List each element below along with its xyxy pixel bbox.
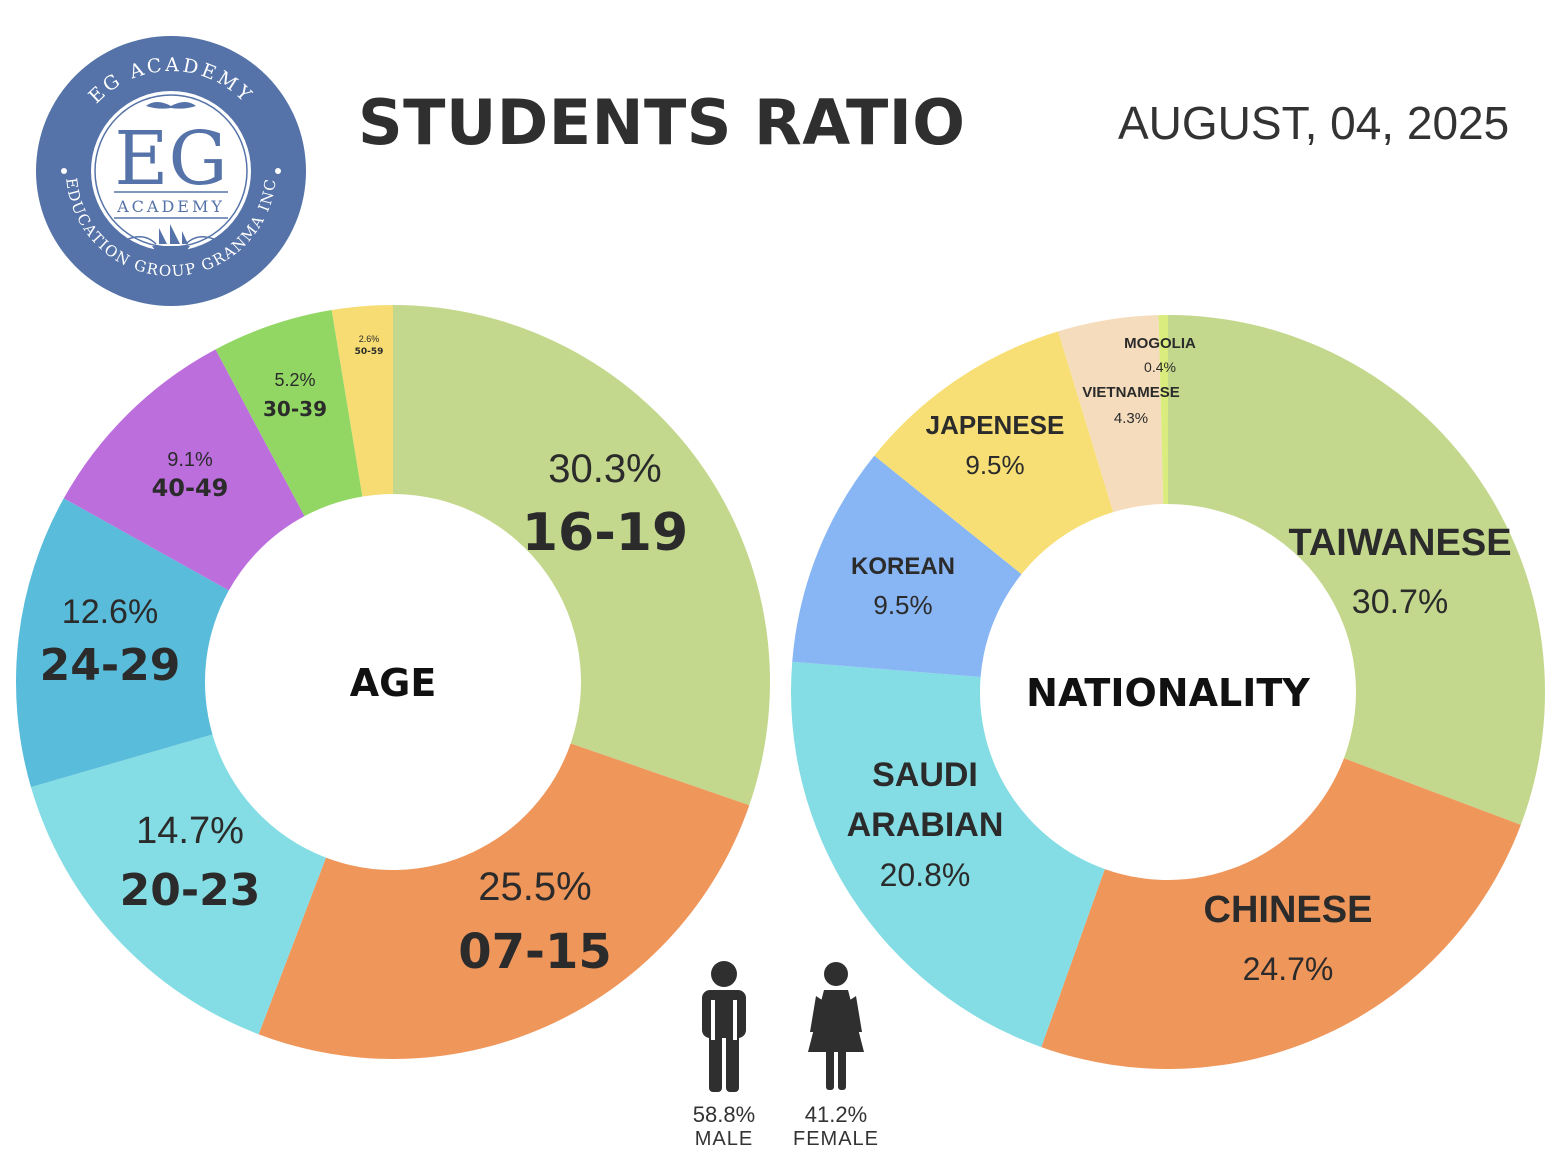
slice-name-30-39: 30-39 (263, 397, 327, 421)
female-percentage: 41.2% (804, 1102, 868, 1127)
slice-saudi-arabian (790, 661, 1105, 1048)
slice-value-taiwanese: 30.7% (1352, 583, 1448, 621)
slice-name-chinese: CHINESE (1204, 889, 1373, 931)
slice-value-40-49: 9.1% (167, 449, 213, 471)
slice-24-29 (15, 498, 229, 788)
academy-logo: EG ACADEMY EDUCATION GROUP GRANMA INC EG… (36, 36, 306, 306)
slice-name-saudi-arabian: ARABIAN (847, 806, 1004, 844)
slice-value-24-29: 12.6% (62, 593, 158, 631)
slice-name-40-49: 40-49 (152, 474, 229, 502)
center-label: NATIONALITY (1026, 671, 1310, 715)
slice-20-23 (30, 734, 326, 1035)
male-percentage: 58.8% (692, 1102, 756, 1127)
slice-name-saudi-arabian: SAUDI (872, 756, 978, 794)
slice-value-07-15: 25.5% (478, 865, 591, 909)
slice-name-japenese: JAPENESE (926, 410, 1065, 440)
logo-subtitle: ACADEMY (116, 197, 225, 216)
age-donut-chart: 30.3% 16-19 25.5% 07-15 14.7% 20-23 12.6% 24-29… (15, 305, 770, 1059)
page-title: STUDENTS RATIO (358, 86, 966, 159)
logo-ornament-icon (146, 102, 196, 109)
report-date: AUGUST, 04, 2025 (1118, 97, 1510, 149)
female-person-icon (808, 962, 864, 1090)
slice-value-saudi-arabian: 20.8% (880, 857, 971, 893)
slice-name-vietnamese: VIETNAMESE (1082, 384, 1180, 401)
slice-value-mogolia: 0.4% (1144, 359, 1176, 375)
slice-30-39 (215, 310, 363, 517)
slice-name-16-19: 16-19 (522, 503, 688, 563)
slice-value-16-19: 30.3% (548, 447, 661, 491)
slice-name-taiwanese: TAIWANESE (1288, 522, 1511, 564)
slice-value-50-59: 2.6% (359, 334, 380, 344)
slice-name-20-23: 20-23 (120, 865, 261, 916)
slice-value-korean: 9.5% (873, 590, 932, 620)
slice-taiwanese (1168, 315, 1545, 825)
slice-50-59 (331, 305, 393, 497)
slice-japenese (874, 331, 1114, 575)
slice-40-49 (63, 349, 305, 591)
logo-monogram: EG (114, 116, 227, 202)
slice-vietnamese (1058, 315, 1164, 513)
female-label: FEMALE (792, 1128, 880, 1150)
male-label: MALE (694, 1128, 754, 1150)
nationality-donut-chart: TAIWANESE 30.7% CHINESE 24.7% SAUDI ARABIAN 20… (790, 315, 1545, 1070)
center-label: AGE (350, 661, 437, 705)
slice-value-30-39: 5.2% (274, 370, 315, 390)
slice-value-chinese: 24.7% (1243, 951, 1334, 987)
ship-icon (152, 224, 190, 254)
slice-chinese (1041, 758, 1521, 1070)
slice-name-07-15: 07-15 (458, 924, 612, 980)
slice-16-19 (393, 305, 770, 806)
slice-value-vietnamese: 4.3% (1114, 410, 1148, 427)
gender-male: 58.8% MALE (669, 960, 779, 1151)
slice-mogolia (1158, 315, 1168, 505)
slice-07-15 (258, 743, 750, 1059)
slice-name-50-59: 50-59 (355, 347, 384, 357)
logo-inner-disc (91, 91, 251, 251)
male-person-icon (702, 961, 746, 1092)
slice-name-korean: KOREAN (851, 553, 955, 580)
slice-value-japenese: 9.5% (965, 450, 1024, 480)
slice-value-20-23: 14.7% (136, 810, 244, 852)
gender-female: 41.2% FEMALE (781, 960, 891, 1151)
slice-korean (792, 455, 1022, 677)
slice-name-mogolia: MOGOLIA (1124, 335, 1196, 352)
slice-name-24-29: 24-29 (40, 640, 181, 691)
